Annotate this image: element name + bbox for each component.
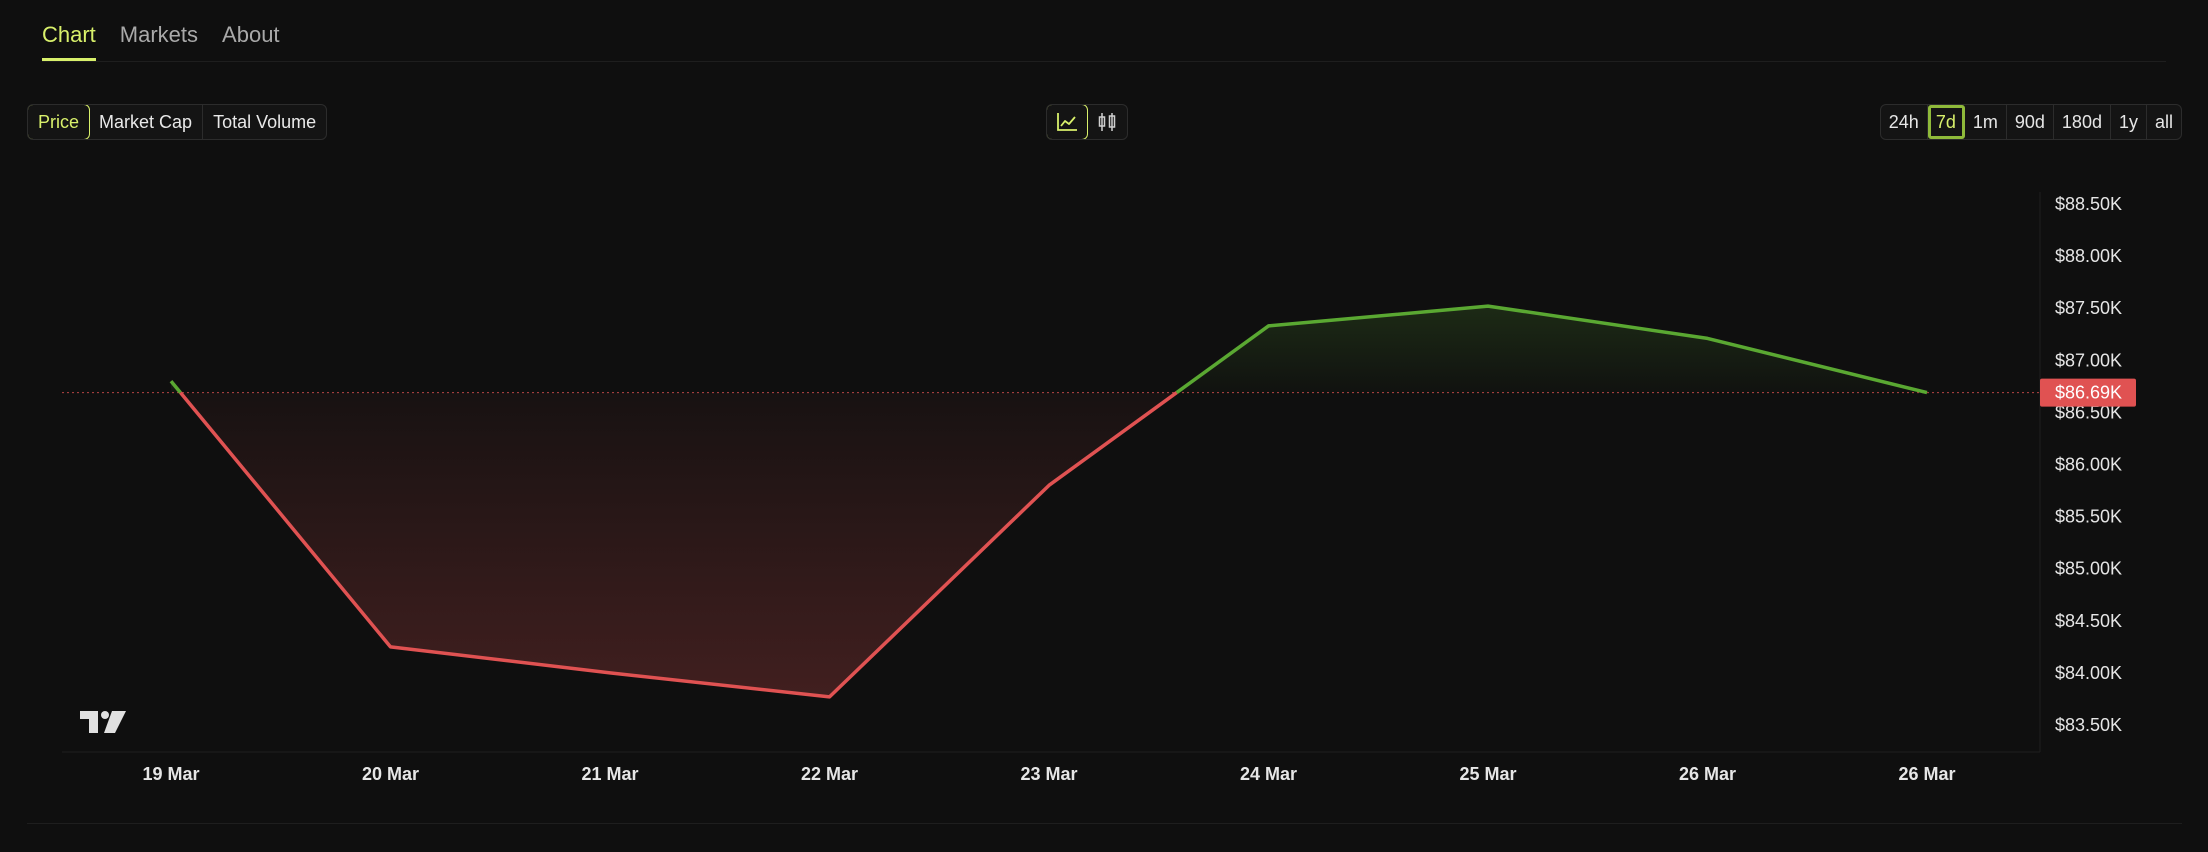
price-tick-label: $87.50K — [2055, 298, 2122, 318]
price-tick-label: $85.00K — [2055, 559, 2122, 579]
price-tick-label: $83.50K — [2055, 715, 2122, 735]
time-tick-label: 23 Mar — [1020, 764, 1077, 784]
area-fills — [171, 306, 1927, 697]
tradingview-logo-icon — [80, 711, 126, 733]
data-point[interactable] — [1266, 323, 1272, 329]
current-price-label: $86.69K — [2055, 383, 2122, 403]
price-tick-label: $84.00K — [2055, 663, 2122, 683]
price-tick-label: $86.00K — [2055, 455, 2122, 475]
time-tick-label: 26 Mar — [1898, 764, 1955, 784]
area-fill-down — [180, 393, 1176, 697]
time-tick-label: 21 Mar — [581, 764, 638, 784]
price-tick-label: $84.50K — [2055, 611, 2122, 631]
bottom-divider — [27, 823, 2182, 824]
data-point[interactable] — [1705, 335, 1711, 341]
data-point[interactable] — [1485, 303, 1491, 309]
time-tick-label: 22 Mar — [801, 764, 858, 784]
price-tick-label: $87.00K — [2055, 350, 2122, 370]
time-tick-label: 20 Mar — [362, 764, 419, 784]
data-point[interactable] — [388, 644, 394, 650]
price-tick-label: $88.00K — [2055, 246, 2122, 266]
price-axis-labels: $88.50K$88.00K$87.50K$87.00K$86.50K$86.0… — [2055, 194, 2122, 735]
time-axis-labels: 19 Mar 20 Mar 21 Mar 22 Mar 23 Mar 24 Mar 25 M… — [142, 764, 1955, 784]
data-point[interactable] — [827, 694, 833, 700]
data-point[interactable] — [1924, 390, 1930, 396]
current-price-badge: $86.69K — [2040, 379, 2136, 407]
time-tick-label: 26 Mar — [1679, 764, 1736, 784]
time-tick-label: 19 Mar — [142, 764, 199, 784]
price-tick-label: $88.50K — [2055, 194, 2122, 214]
data-point[interactable] — [168, 378, 174, 384]
price-tick-label: $85.50K — [2055, 507, 2122, 527]
time-tick-label: 24 Mar — [1240, 764, 1297, 784]
area-fill-up — [1177, 306, 1927, 392]
data-point[interactable] — [607, 670, 613, 676]
time-tick-label: 25 Mar — [1459, 764, 1516, 784]
data-point[interactable] — [1046, 482, 1052, 488]
